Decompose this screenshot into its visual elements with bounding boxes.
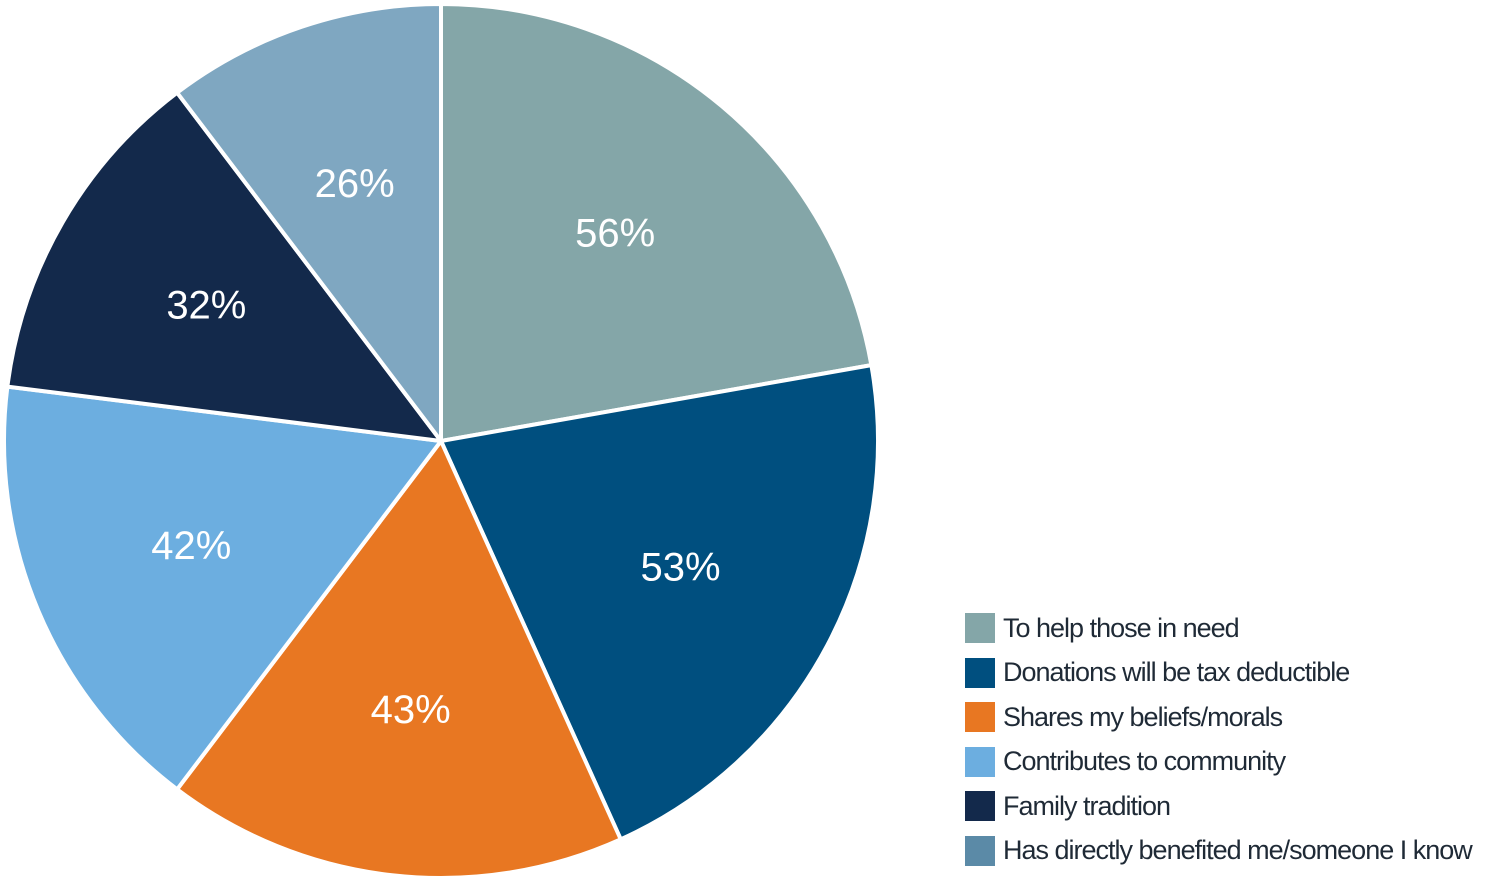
legend-item: To help those in need — [965, 606, 1500, 651]
legend-label: Has directly benefited me/someone I know — [1003, 835, 1473, 866]
slice-percent-label: 43% — [371, 688, 451, 732]
legend-swatch — [965, 791, 995, 822]
legend: To help those in need Donations will be t… — [965, 606, 1500, 873]
legend-swatch — [965, 613, 995, 644]
legend-item: Has directly benefited me/someone I know — [965, 829, 1500, 874]
pie-slice — [439, 2, 874, 443]
legend-item: Family tradition — [965, 784, 1500, 829]
pie-slice — [439, 363, 880, 842]
legend-swatch — [965, 835, 995, 866]
legend-item: Contributes to community — [965, 740, 1500, 785]
legend-swatch — [965, 657, 995, 688]
slice-percent-label: 32% — [166, 284, 246, 328]
legend-label: Donations will be tax deductible — [1003, 657, 1350, 688]
legend-label: Shares my beliefs/morals — [1003, 701, 1283, 732]
legend-item: Shares my beliefs/morals — [965, 695, 1500, 740]
legend-item: Donations will be tax deductible — [965, 651, 1500, 696]
legend-label: To help those in need — [1003, 612, 1240, 643]
slice-percent-label: 53% — [641, 546, 721, 590]
slice-percent-label: 56% — [575, 211, 655, 255]
slice-percent-label: 26% — [315, 162, 395, 206]
pie-slice — [175, 2, 443, 443]
legend-label: Contributes to community — [1003, 746, 1286, 777]
legend-swatch — [965, 702, 995, 733]
pie-slice — [175, 439, 623, 880]
pie-slice — [5, 90, 443, 443]
legend-swatch — [965, 746, 995, 777]
slice-percent-label: 42% — [151, 524, 231, 568]
legend-label: Family tradition — [1003, 790, 1171, 821]
pie-slice — [2, 384, 443, 792]
